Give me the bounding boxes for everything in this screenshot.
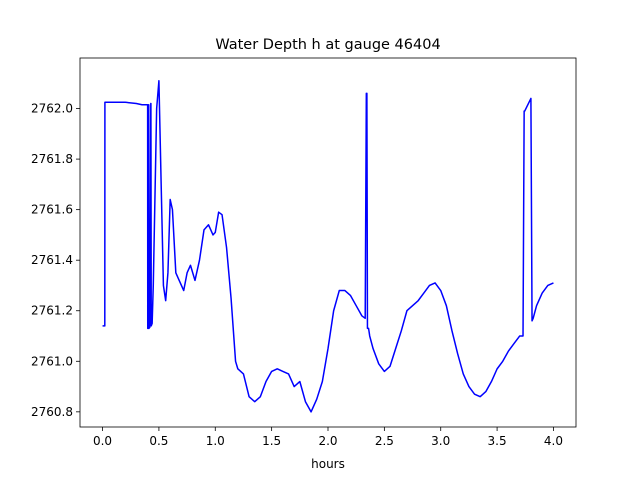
x-tick-label: 2.0 — [318, 434, 337, 448]
x-tick-label: 1.0 — [206, 434, 225, 448]
x-tick-label: 3.5 — [488, 434, 507, 448]
x-tick-label: 0.5 — [149, 434, 168, 448]
y-tick-label: 2761.4 — [31, 253, 73, 267]
x-tick-label: 2.5 — [375, 434, 394, 448]
x-tick-label: 4.0 — [544, 434, 563, 448]
x-axis: 0.0 0.5 1.0 1.5 2.0 2.5 3.0 3.5 4.0 — [93, 427, 563, 448]
x-tick-label: 1.5 — [262, 434, 281, 448]
y-tick-label: 2761.0 — [31, 354, 73, 368]
series-line — [102, 80, 554, 413]
x-tick-label: 3.0 — [431, 434, 450, 448]
y-tick-label: 2761.2 — [31, 304, 73, 318]
y-tick-label: 2761.8 — [31, 152, 73, 166]
y-axis: 2760.8 2761.0 2761.2 2761.4 2761.6 2761.8 2762… — [31, 102, 80, 419]
y-tick-label: 2760.8 — [31, 405, 73, 419]
x-tick-label: 0.0 — [93, 434, 112, 448]
x-axis-label: hours — [311, 457, 345, 471]
y-tick-label: 2762.0 — [31, 102, 73, 116]
y-tick-label: 2761.6 — [31, 203, 73, 217]
chart-title: Water Depth h at gauge 46404 — [215, 37, 440, 53]
